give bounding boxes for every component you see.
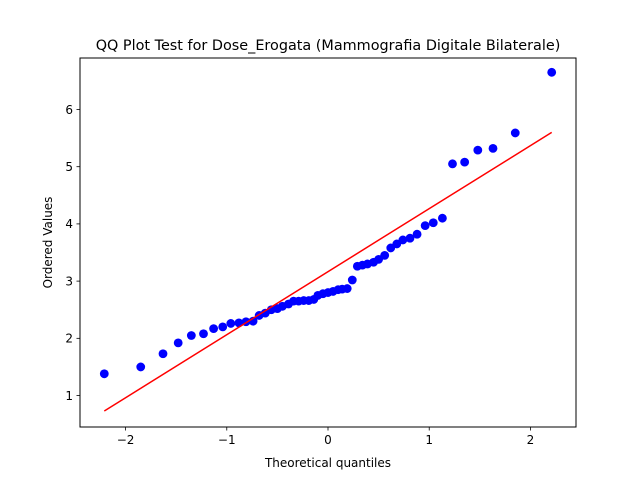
data-point-4 xyxy=(173,338,183,348)
data-point-40 xyxy=(398,235,408,245)
x-tick-label: 2 xyxy=(527,433,535,447)
data-point-50 xyxy=(510,128,520,138)
data-point-48 xyxy=(473,145,483,155)
y-tick-label: 6 xyxy=(65,103,73,117)
chart-title: QQ Plot Test for Dose_Erogata (Mammograf… xyxy=(96,38,561,54)
x-tick-label: 0 xyxy=(324,433,332,447)
x-tick-label: −2 xyxy=(117,433,135,447)
data-point-51 xyxy=(547,67,557,77)
data-point-5 xyxy=(186,331,196,340)
data-point-6 xyxy=(199,329,208,339)
data-point-7 xyxy=(209,324,219,333)
y-axis-ticks: 1 2 3 4 5 6 xyxy=(65,103,80,403)
data-point-47 xyxy=(460,157,470,167)
data-point-37 xyxy=(380,250,390,260)
data-point-46 xyxy=(448,159,457,169)
data-point-1 xyxy=(99,369,109,379)
plot-area xyxy=(99,67,557,412)
data-point-43 xyxy=(420,221,430,231)
data-point-2 xyxy=(136,362,146,372)
y-axis-label: Ordered Values xyxy=(41,197,55,289)
data-point-8 xyxy=(218,322,228,332)
y-tick-label: 3 xyxy=(65,274,73,288)
data-point-45 xyxy=(437,213,447,223)
data-point-44 xyxy=(428,218,438,228)
data-point-49 xyxy=(488,143,498,153)
x-tick-label: 1 xyxy=(425,433,433,447)
y-tick-label: 4 xyxy=(65,217,73,231)
data-point-31 xyxy=(347,275,357,285)
data-point-41 xyxy=(405,233,415,243)
fit-line xyxy=(103,131,553,412)
data-point-30 xyxy=(342,284,352,293)
data-point-9 xyxy=(226,319,236,328)
y-tick-label: 2 xyxy=(65,332,73,346)
x-tick-label: −1 xyxy=(218,433,236,447)
data-point-42 xyxy=(412,229,422,239)
y-tick-label: 5 xyxy=(65,160,73,174)
x-axis-ticks: −2 −1 0 1 2 xyxy=(117,427,535,447)
x-axis-label: Theoretical quantiles xyxy=(264,456,391,470)
data-point-3 xyxy=(158,349,168,359)
y-tick-label: 1 xyxy=(65,389,73,403)
